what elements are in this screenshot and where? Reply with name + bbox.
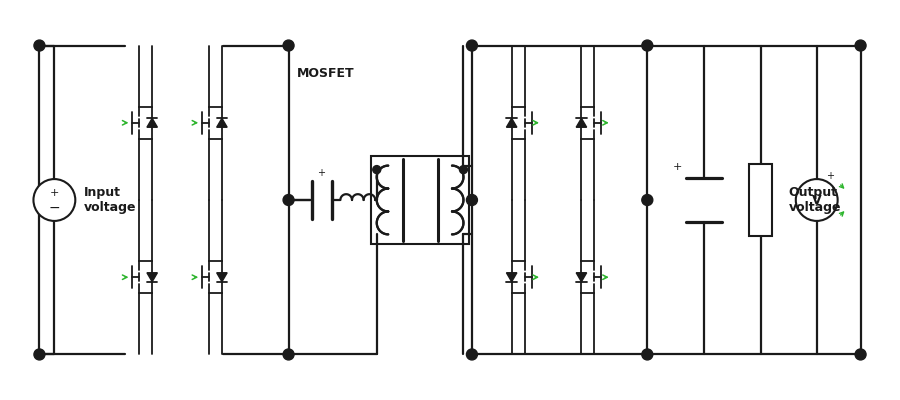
Circle shape xyxy=(34,40,45,51)
Circle shape xyxy=(796,179,838,221)
FancyBboxPatch shape xyxy=(750,164,772,236)
Text: +: + xyxy=(672,162,682,172)
Text: Output
voltage: Output voltage xyxy=(788,186,842,214)
Text: +: + xyxy=(825,171,833,181)
Circle shape xyxy=(466,40,477,51)
Polygon shape xyxy=(576,273,587,282)
Circle shape xyxy=(642,194,652,206)
Circle shape xyxy=(284,349,294,360)
Polygon shape xyxy=(147,273,158,282)
Polygon shape xyxy=(217,273,227,282)
Text: +: + xyxy=(318,168,326,178)
Circle shape xyxy=(466,349,477,360)
Circle shape xyxy=(284,194,294,206)
Text: MOSFET: MOSFET xyxy=(296,67,355,80)
Polygon shape xyxy=(147,118,158,127)
Circle shape xyxy=(642,40,652,51)
Circle shape xyxy=(284,40,294,51)
Polygon shape xyxy=(217,118,227,127)
Polygon shape xyxy=(507,118,517,127)
Circle shape xyxy=(373,166,381,174)
Circle shape xyxy=(642,349,652,360)
Circle shape xyxy=(466,194,477,206)
Text: +: + xyxy=(50,188,59,198)
Circle shape xyxy=(34,349,45,360)
Polygon shape xyxy=(576,118,587,127)
Text: Input
voltage: Input voltage xyxy=(85,186,137,214)
FancyBboxPatch shape xyxy=(371,156,470,244)
Text: V: V xyxy=(812,194,822,206)
Text: −: − xyxy=(49,200,60,214)
Circle shape xyxy=(460,166,467,174)
Circle shape xyxy=(855,40,866,51)
Circle shape xyxy=(855,349,866,360)
Circle shape xyxy=(33,179,76,221)
Polygon shape xyxy=(507,273,517,282)
